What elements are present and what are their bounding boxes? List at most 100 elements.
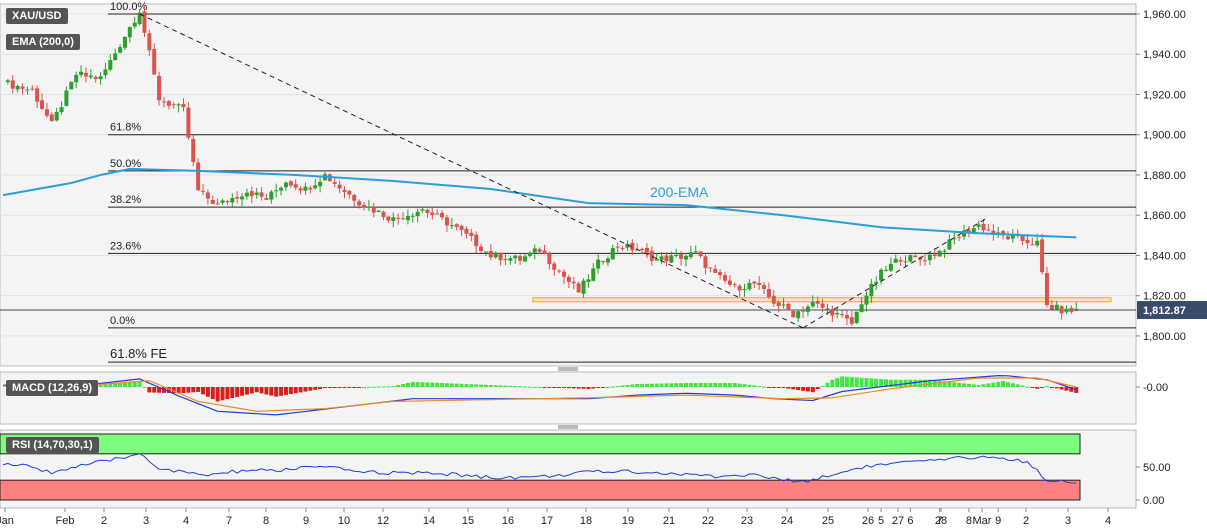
candle-body	[288, 181, 293, 186]
macd-histogram-bar	[186, 387, 191, 393]
candle-body	[283, 182, 288, 188]
x-tick-label: 4	[1105, 515, 1111, 526]
macd-indicator-tag[interactable]: MACD (12,26,9)	[6, 380, 99, 396]
candle-body	[132, 22, 137, 27]
macd-histogram-bar	[235, 387, 240, 397]
macd-histogram-bar	[562, 387, 567, 388]
macd-histogram-bar	[318, 387, 323, 389]
macd-histogram-bar	[483, 384, 488, 387]
macd-histogram-bar	[396, 385, 401, 387]
candle-body	[293, 184, 298, 188]
macd-histogram-bar	[1069, 387, 1074, 392]
candle-body	[459, 225, 464, 231]
macd-histogram-bar	[132, 381, 137, 387]
candle-body	[840, 314, 845, 316]
macd-histogram-bar	[649, 383, 654, 387]
candle-body	[1064, 308, 1069, 313]
candle-body	[10, 80, 15, 89]
candle-body	[1030, 244, 1035, 246]
candle-body	[591, 268, 596, 281]
macd-histogram-bar	[1064, 387, 1069, 391]
symbol-tag[interactable]: XAU/USD	[6, 8, 68, 24]
candle-body	[313, 185, 318, 189]
macd-histogram-bar	[552, 387, 557, 388]
macd-histogram-bar	[391, 386, 396, 388]
candle-body	[181, 103, 186, 108]
fib-level-label: 0.0%	[110, 315, 135, 327]
macd-histogram-bar	[683, 383, 688, 387]
macd-histogram-bar	[571, 387, 576, 389]
candle-body	[649, 250, 654, 261]
macd-histogram-bar	[791, 387, 796, 390]
macd-histogram-bar	[157, 387, 162, 393]
candle-body	[659, 256, 664, 260]
candle-body	[122, 36, 127, 48]
candle-body	[59, 107, 64, 113]
candle-body	[522, 256, 527, 262]
macd-histogram-bar	[923, 379, 928, 387]
candle-body	[830, 309, 835, 316]
macd-histogram-bar	[664, 383, 669, 387]
macd-histogram-bar	[122, 382, 127, 387]
candle-body	[879, 269, 884, 281]
candle-body	[752, 281, 757, 284]
macd-histogram-bar	[659, 383, 664, 387]
macd-histogram-bar	[386, 386, 391, 388]
rsi-line	[2, 453, 1077, 484]
candle-body	[469, 232, 474, 236]
candle-body	[1049, 304, 1054, 310]
macd-histogram-bar	[796, 387, 801, 391]
macd-histogram-bar	[547, 387, 552, 388]
macd-histogram-bar	[874, 378, 879, 387]
macd-histogram-bar	[425, 382, 430, 387]
macd-histogram-bar	[996, 381, 1001, 387]
candle-body	[518, 256, 523, 261]
macd-histogram-bar	[244, 387, 249, 395]
candle-body	[196, 162, 201, 191]
x-tick-label: 8	[263, 515, 269, 526]
candle-body	[781, 304, 786, 306]
rsi-overbought-zone	[0, 433, 1081, 455]
y-tick-label: 1,880.00	[1143, 170, 1186, 182]
rsi-indicator-tag[interactable]: RSI (14,70,30,1)	[6, 437, 99, 453]
candle-body	[342, 189, 347, 193]
macd-histogram-bar	[210, 387, 215, 400]
candle-body	[493, 252, 498, 258]
macd-histogram-bar	[742, 384, 747, 387]
candle-body	[347, 190, 352, 195]
macd-histogram-bar	[620, 385, 625, 387]
candle-body	[430, 212, 435, 215]
macd-histogram-bar	[957, 382, 962, 387]
candle-body	[669, 255, 674, 263]
candle-body	[971, 228, 976, 234]
candle-body	[635, 249, 640, 251]
main-panel-bg	[0, 3, 1137, 367]
candle-body	[230, 197, 235, 203]
ema-indicator-tag[interactable]: EMA (200,0)	[6, 34, 80, 50]
candle-body	[386, 216, 391, 221]
macd-histogram-bar	[118, 383, 123, 387]
candle-body	[825, 308, 830, 310]
x-tick-label: 9	[995, 515, 1001, 526]
macd-histogram-bar	[215, 387, 220, 402]
candle-body	[615, 246, 620, 248]
macd-histogram-bar	[576, 387, 581, 389]
candle-body	[479, 246, 484, 251]
macd-histogram-bar	[327, 387, 332, 388]
candle-body	[664, 255, 669, 262]
candle-body	[766, 289, 771, 298]
macd-histogram-bar	[644, 383, 649, 387]
x-tick-label: 12	[377, 515, 389, 526]
candle-body	[688, 252, 693, 258]
macd-histogram-bar	[181, 387, 186, 393]
macd-histogram-bar	[981, 384, 986, 387]
candle-body	[410, 215, 415, 217]
candle-body	[103, 69, 108, 76]
macd-histogram-bar	[225, 387, 230, 400]
candle-body	[810, 301, 815, 307]
macd-histogram-bar	[205, 387, 210, 397]
candle-body	[908, 255, 913, 262]
macd-histogram-bar	[508, 385, 513, 387]
candle-body	[874, 281, 879, 284]
candle-body	[801, 310, 806, 312]
